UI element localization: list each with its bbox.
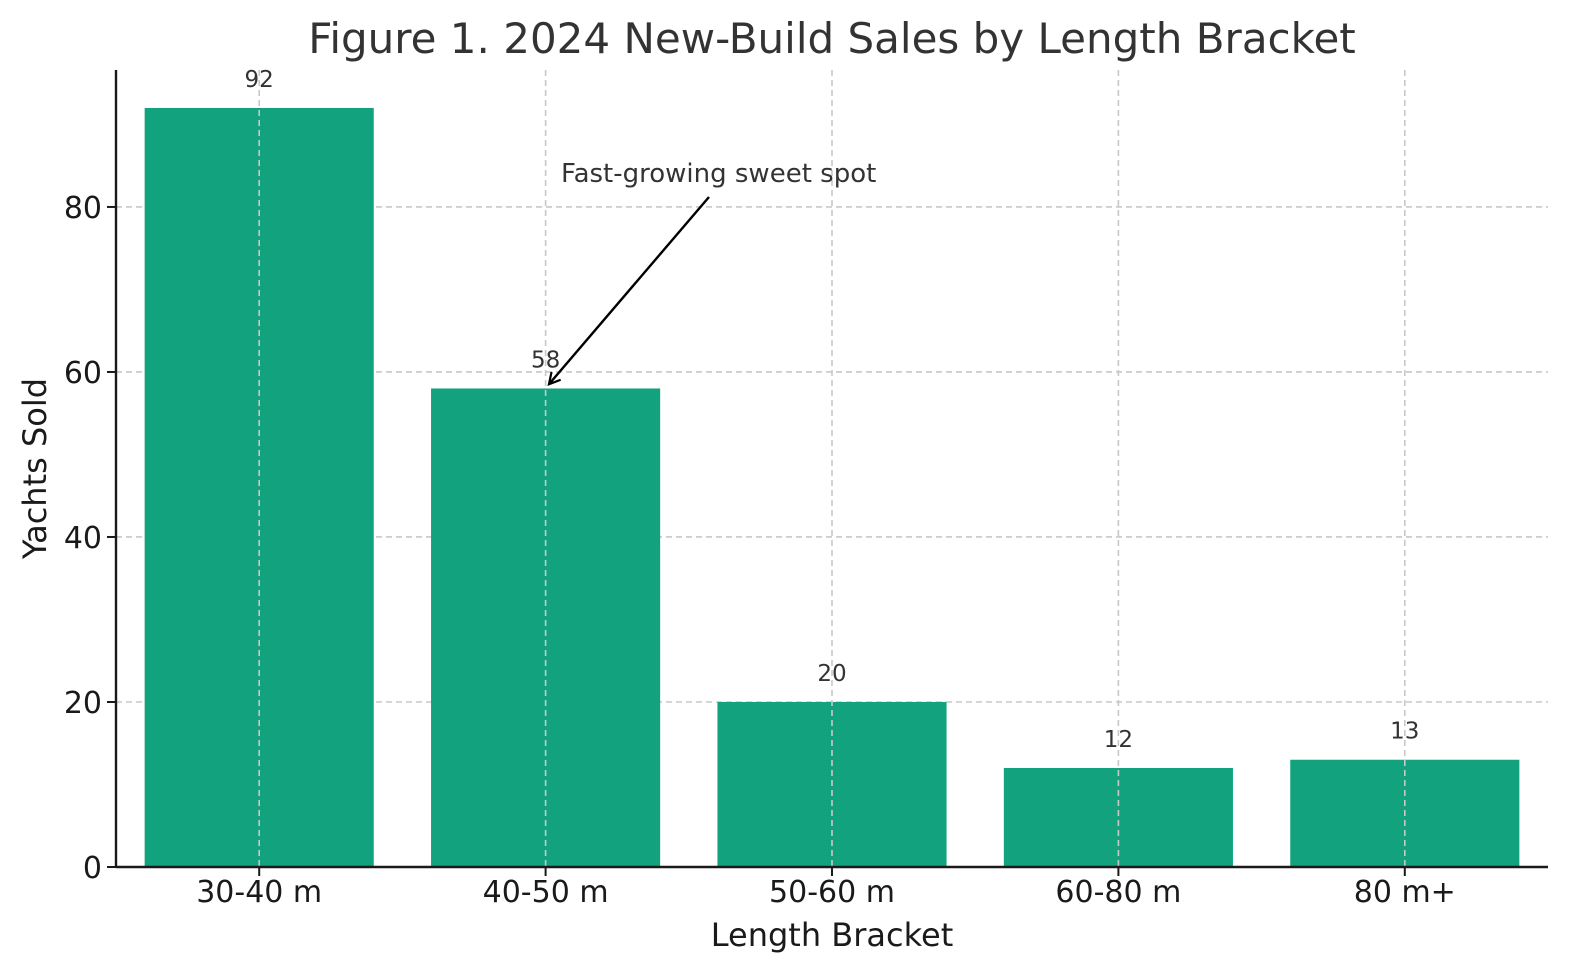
value-label: 13 (1390, 719, 1419, 745)
bar-40-50-m (431, 388, 661, 867)
y-tick-label: 60 (64, 356, 102, 391)
x-tick-label: 50-60 m (769, 875, 895, 910)
value-labels: 92 58 20 12 13 (245, 67, 1420, 753)
y-tick-label: 80 (64, 191, 102, 226)
x-tick-label: 30-40 m (196, 875, 322, 910)
value-label: 92 (245, 67, 274, 93)
annotation-text: Fast-growing sweet spot (561, 159, 876, 189)
annotation-arrow (550, 196, 710, 383)
value-label: 20 (817, 661, 846, 687)
y-axis-title: Yachts Sold (16, 378, 54, 560)
value-label: 12 (1104, 727, 1133, 753)
x-axis-title: Length Bracket (711, 916, 953, 954)
value-label: 58 (531, 347, 560, 373)
ticks: 0 20 40 60 80 30-40 m 40-50 m 50-60 m 60-80 m 80 … (64, 191, 1456, 910)
x-tick-label: 80 m+ (1354, 875, 1456, 910)
x-tick-label: 40-50 m (483, 875, 609, 910)
annotation: Fast-growing sweet spot (550, 159, 876, 383)
y-tick-label: 20 (64, 686, 102, 721)
x-tick-label: 60-80 m (1055, 875, 1181, 910)
chart-title: Figure 1. 2024 New-Build Sales by Length… (308, 14, 1356, 63)
y-tick-label: 40 (64, 521, 102, 556)
y-tick-label: 0 (83, 851, 102, 886)
